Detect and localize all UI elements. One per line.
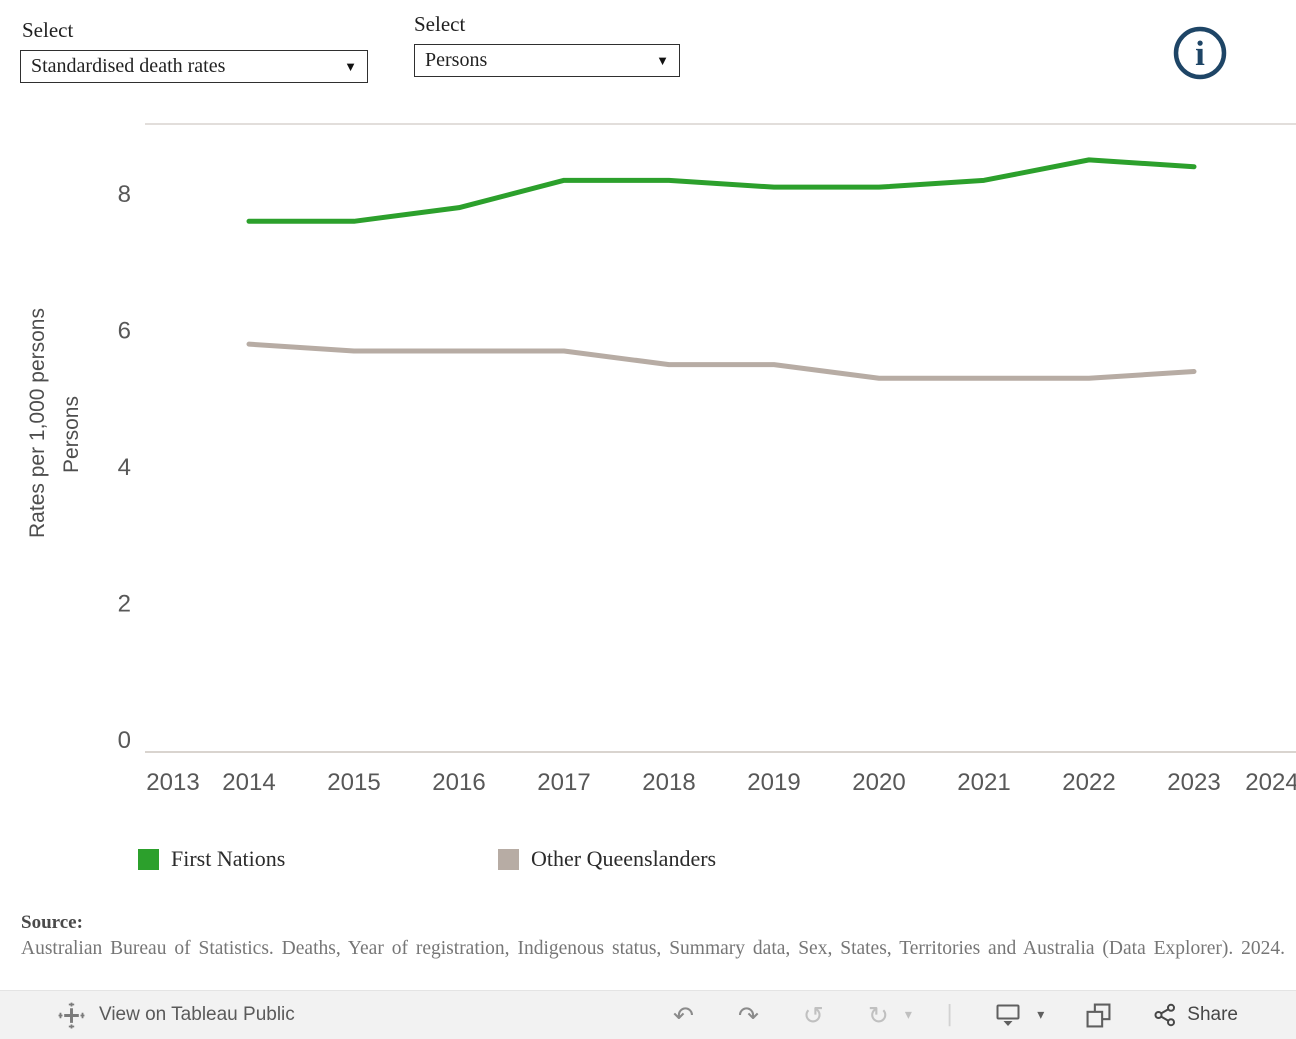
y-axis-title: Rates per 1,000 persons (26, 308, 49, 538)
measure-select-value: Standardised death rates (31, 55, 226, 77)
x-tick-label: 2021 (957, 769, 1010, 796)
legend-item-first-nations[interactable]: First Nations (138, 846, 285, 872)
x-tick-label: 2022 (1062, 769, 1115, 796)
legend-label-first-nations: First Nations (171, 846, 286, 871)
source-label: Source: (21, 912, 83, 933)
x-tick-label: 2019 (747, 769, 800, 796)
x-tick-label: 2014 (222, 769, 275, 796)
view-on-tableau-public-label: View on Tableau Public (99, 1004, 295, 1025)
x-tick-label: 2023 (1167, 769, 1220, 796)
refresh-caret-icon[interactable]: ▾ (904, 1007, 912, 1023)
refresh-icon[interactable]: ↻ (867, 1000, 889, 1030)
legend-label-other-queenslanders: Other Queenslanders (531, 846, 717, 871)
chevron-down-icon: ▼ (656, 52, 669, 68)
x-tick-label: 2016 (432, 769, 485, 796)
measure-select[interactable]: Standardised death rates ▼ (20, 50, 368, 83)
y-tick-label: 4 (118, 454, 131, 481)
source-text: Australian Bureau of Statistics. Deaths,… (21, 938, 1285, 959)
legend-item-other-queenslanders[interactable]: Other Queenslanders (498, 846, 716, 872)
sex-select-value: Persons (425, 49, 488, 71)
y-tick-label: 0 (118, 727, 131, 754)
y-axis-subtitle: Persons (60, 396, 83, 474)
undo-icon[interactable]: ↶ (673, 1000, 694, 1030)
sex-select-label: Select (414, 12, 466, 36)
redo-icon[interactable]: ↷ (737, 1000, 759, 1030)
y-tick-label: 8 (118, 181, 131, 208)
line-chart: 0 2 4 6 8 2013 2014 2015 2016 2017 2018 2019 2020 202… (118, 123, 1296, 796)
measure-select-label: Select (22, 18, 74, 42)
view-on-tableau-public-link[interactable]: View on Tableau Public (58, 1002, 295, 1029)
legend-swatch-other-queenslanders (498, 848, 519, 870)
x-tick-label: 2017 (537, 769, 590, 796)
toolbar-separator: | (945, 1002, 954, 1027)
sex-select[interactable]: Persons ▼ (414, 44, 680, 77)
tableau-toolbar: View on Tableau Public ↶ ↷ ↺ ↻ ▾ | ▾ (0, 990, 1296, 1039)
y-tick-label: 6 (118, 318, 131, 345)
share-label: Share (1187, 1004, 1238, 1025)
y-tick-label: 2 (118, 591, 131, 618)
x-tick-label: 2020 (852, 769, 905, 796)
info-circle (1173, 26, 1227, 80)
info-icon[interactable]: i (1172, 25, 1228, 81)
series-line-first-nations[interactable] (246, 157, 1197, 224)
info-glyph: i (1195, 34, 1205, 73)
tableau-logo-icon (58, 1002, 85, 1028)
fullscreen-icon[interactable] (1086, 1003, 1111, 1028)
x-tick-label: 2024 (1245, 769, 1296, 796)
revert-icon[interactable]: ↺ (802, 1000, 824, 1030)
legend-swatch-first-nations (138, 848, 159, 870)
series-line-other-queenslanders[interactable] (246, 341, 1197, 381)
share-icon (1154, 1003, 1176, 1027)
x-tick-label: 2015 (327, 769, 380, 796)
download-caret-icon[interactable]: ▾ (1037, 1007, 1045, 1023)
download-icon[interactable] (995, 1003, 1021, 1027)
chevron-down-icon: ▼ (344, 58, 357, 74)
share-button[interactable]: Share (1153, 1003, 1238, 1027)
x-tick-label: 2018 (642, 769, 695, 796)
x-tick-label: 2013 (146, 769, 199, 796)
